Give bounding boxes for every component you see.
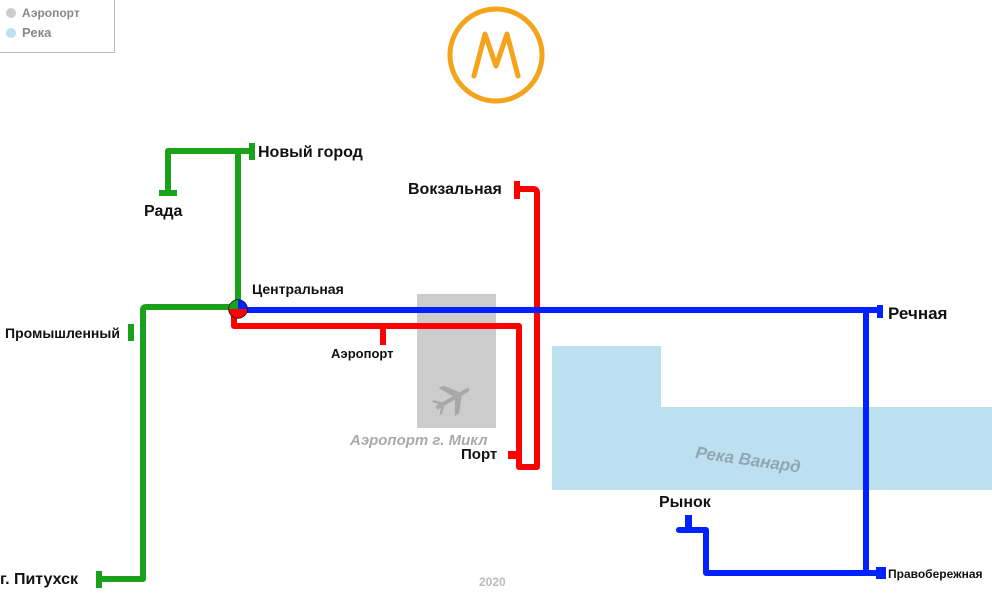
tick-aeroport (380, 329, 386, 345)
metro-logo (447, 6, 545, 104)
legend-label-airport: Аэропорт (22, 6, 80, 20)
legend-item-airport: Аэропорт (6, 6, 80, 20)
tick-rynok (685, 515, 692, 530)
legend-item-river: Река (6, 25, 51, 40)
legend-label-river: Река (22, 25, 52, 40)
station-rechnaya[interactable]: Речная (888, 304, 948, 323)
tick-novy-gorod (249, 143, 255, 160)
tick-rada (159, 190, 177, 196)
green-line (97, 148, 255, 582)
legend: Аэропорт Река (0, 0, 115, 53)
tick-vokzalnaya (514, 181, 520, 199)
river-area (552, 346, 992, 490)
station-ticks (96, 143, 886, 588)
tick-pravoberezhnaya (876, 567, 886, 579)
airport-label: Аэропорт г. Микл (350, 432, 488, 449)
station-tsentralnaya[interactable]: Центральная (252, 281, 344, 297)
station-pitukhsk[interactable]: г. Питухск (0, 571, 79, 588)
station-rada[interactable]: Рада (144, 203, 183, 220)
tick-rechnaya (877, 305, 883, 318)
legend-dot-airport (6, 8, 16, 18)
airplane-icon (431, 385, 470, 416)
station-promyshlenny[interactable]: Промышленный (5, 325, 120, 341)
station-port[interactable]: Порт (461, 446, 498, 463)
tick-pitukhsk (96, 571, 102, 588)
station-aeroport[interactable]: Аэропорт (331, 346, 394, 361)
interchange-tsentralnaya[interactable] (228, 299, 248, 319)
year-label: 2020 (479, 575, 506, 589)
station-pravoberezhnaya[interactable]: Правобережная (888, 567, 983, 581)
red-line (231, 186, 540, 470)
blue-line (242, 307, 883, 576)
legend-dot-river (6, 27, 16, 38)
tick-port (508, 451, 521, 459)
station-rynok[interactable]: Рынок (659, 494, 711, 511)
tick-promyshlenny (128, 324, 134, 341)
station-novy-gorod[interactable]: Новый город (258, 144, 363, 161)
station-vokzalnaya[interactable]: Вокзальная (408, 181, 502, 198)
